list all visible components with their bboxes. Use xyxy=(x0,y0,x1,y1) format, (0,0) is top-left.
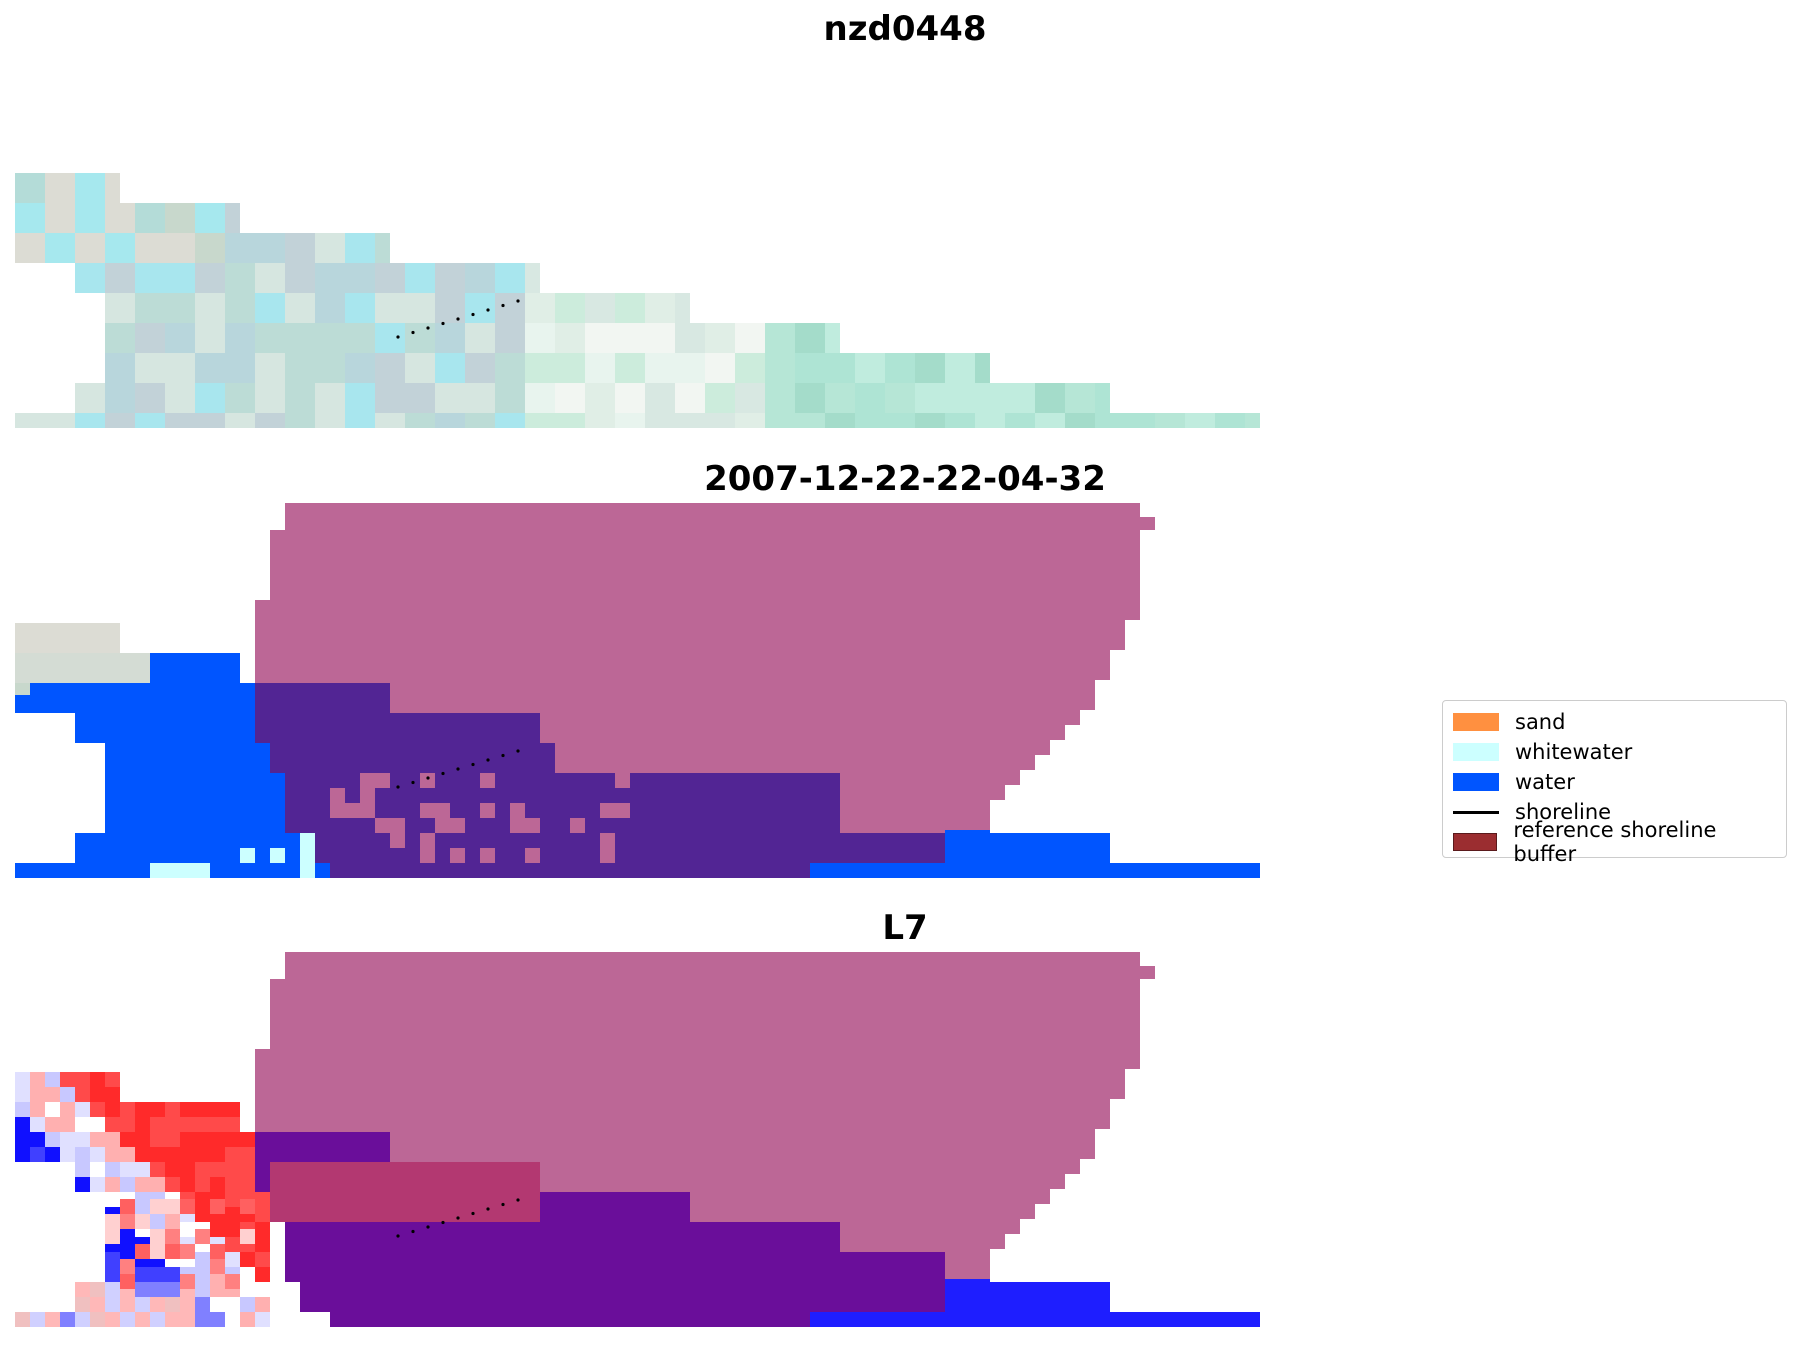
classification-image-panel xyxy=(15,503,1260,878)
legend-item-whitewater: whitewater xyxy=(1453,737,1776,767)
legend-swatch-buffer xyxy=(1453,833,1498,851)
legend-label-water: water xyxy=(1515,770,1575,794)
index-image-panel xyxy=(15,952,1260,1327)
panel-title-rgb: nzd0448 xyxy=(823,9,987,49)
panel-title-classification: 2007-12-22-22-04-32 xyxy=(704,459,1106,499)
legend-item-sand: sand xyxy=(1453,707,1776,737)
rgb-pixels xyxy=(15,173,1260,428)
shoreline-points xyxy=(396,299,520,339)
rgb-image-panel xyxy=(15,173,1260,428)
legend: sand whitewater water shoreline referenc… xyxy=(1442,700,1787,866)
buffer-over-water xyxy=(255,683,945,878)
legend-swatch-sand xyxy=(1453,713,1499,731)
water-class xyxy=(15,653,1260,878)
legend-swatch-water xyxy=(1453,773,1499,791)
shoreline-points xyxy=(396,1198,520,1238)
legend-item-buffer: reference shoreline buffer xyxy=(1453,818,1776,866)
legend-item-shoreline: shoreline xyxy=(1453,797,1776,827)
buffer-over-index xyxy=(255,1132,945,1327)
legend-label-shoreline: shoreline xyxy=(1515,800,1612,824)
shoreline-points xyxy=(396,749,520,789)
legend-label-sand: sand xyxy=(1515,710,1566,734)
panel-title-index: L7 xyxy=(882,908,928,948)
legend-label-whitewater: whitewater xyxy=(1515,740,1633,764)
rgb-remnant xyxy=(15,623,150,695)
whitewater-class xyxy=(150,833,315,878)
legend-line-shoreline xyxy=(1453,810,1499,814)
legend-item-water: water xyxy=(1453,767,1776,797)
legend-label-buffer: reference shoreline buffer xyxy=(1513,818,1717,866)
legend-swatch-whitewater xyxy=(1453,743,1499,761)
